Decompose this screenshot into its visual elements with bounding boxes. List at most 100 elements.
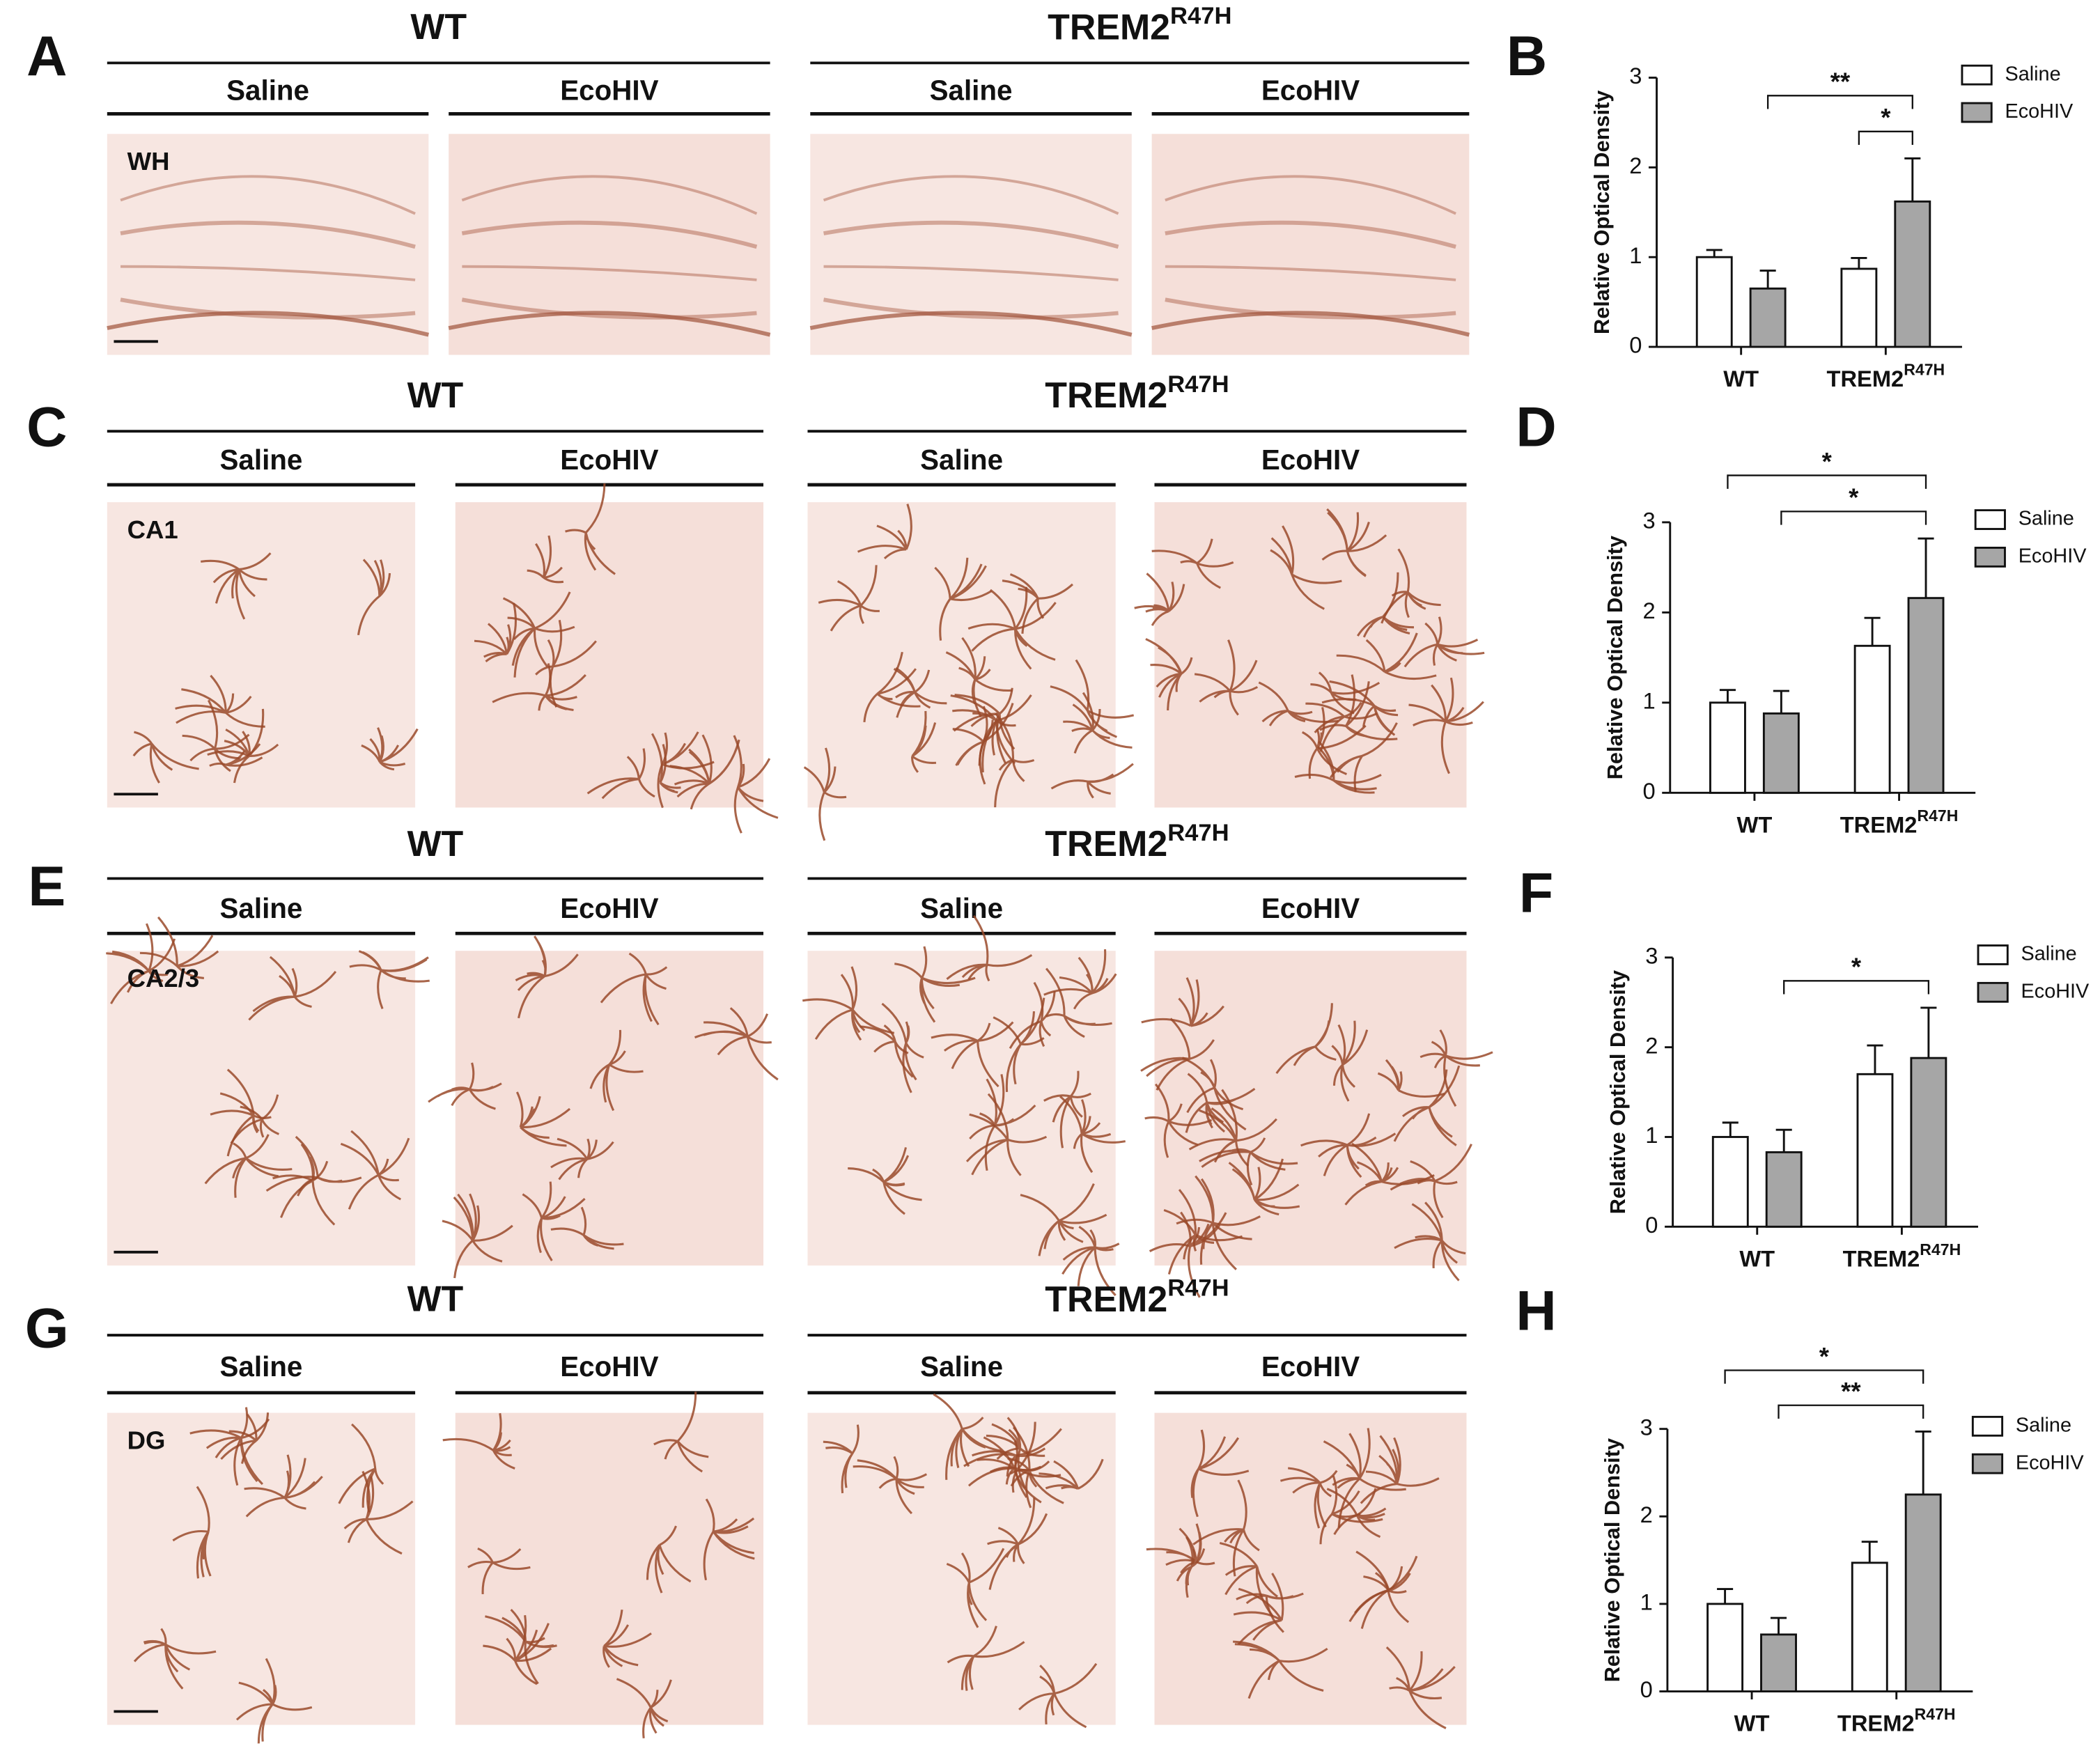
astrocyte	[1344, 1142, 1435, 1206]
bar	[1856, 1073, 1894, 1228]
astrocyte	[209, 743, 263, 767]
astrocyte	[1326, 1488, 1387, 1538]
bar	[1907, 597, 1945, 794]
group-header: WT	[407, 375, 464, 416]
y-tick-label: 2	[1645, 1032, 1658, 1058]
category-label: TREM2	[1826, 366, 1904, 391]
group-header-main: TREM2	[1045, 1279, 1167, 1320]
x-tick-label: TREM2R47H	[1826, 361, 1945, 391]
astrocyte	[1385, 1646, 1456, 1729]
category-label: TREM2	[1840, 811, 1918, 837]
category-label: WT	[1737, 811, 1773, 837]
group-header: TREM2R47H	[1045, 371, 1229, 416]
astrocyte	[338, 1423, 384, 1513]
tissue-layer	[823, 220, 1119, 249]
tissue-layer	[1165, 297, 1456, 320]
astrocyte	[1144, 1083, 1213, 1158]
astrocyte	[1233, 1640, 1328, 1699]
micrograph	[455, 951, 764, 1266]
y-tick-label: 1	[1629, 242, 1642, 268]
astrocyte	[349, 950, 430, 1009]
astrocyte	[1061, 1225, 1120, 1297]
significance-label: **	[1830, 68, 1851, 96]
bar	[1894, 200, 1931, 348]
condition-label: Saline	[920, 892, 1003, 924]
bar	[1711, 1136, 1749, 1228]
bar	[1760, 1633, 1797, 1692]
panel-letter: E	[28, 855, 65, 918]
tissue-edge	[448, 311, 771, 337]
bar	[1762, 712, 1800, 794]
astrocyte	[894, 946, 976, 1023]
astrocyte	[1181, 1057, 1247, 1131]
astrocyte	[803, 747, 847, 841]
tissue-layer	[462, 265, 757, 281]
condition-label: EcoHIV	[560, 74, 658, 106]
group-header-main: TREM2	[1048, 7, 1170, 47]
astrocyte	[1188, 1089, 1277, 1167]
group-header: TREM2R47H	[1048, 3, 1231, 47]
astrocyte	[1300, 1113, 1397, 1178]
astrocyte	[1145, 638, 1193, 711]
group-header: WT	[407, 1279, 464, 1320]
astrocyte	[600, 952, 668, 1026]
micrograph-stain	[133, 1407, 414, 1744]
micrograph-stain	[1134, 508, 1485, 794]
y-tick-label: 2	[1642, 598, 1655, 623]
significance-label: *	[1849, 483, 1859, 512]
tissue-layer	[1165, 265, 1456, 281]
astrocyte	[669, 734, 740, 810]
x-tick-label: TREM2R47H	[1837, 1705, 1956, 1736]
astrocyte	[1377, 1059, 1445, 1098]
astrocyte	[474, 602, 517, 662]
condition-label: Saline	[920, 444, 1003, 476]
astrocyte	[1020, 1183, 1107, 1256]
legend-swatch	[1977, 981, 2009, 1003]
significance-bracket	[1727, 474, 1927, 489]
micrograph	[107, 502, 416, 808]
significance-bracket	[1778, 1404, 1924, 1419]
category-sup: R47H	[1915, 1705, 1956, 1723]
astrocyte	[248, 956, 337, 1021]
legend-label: Saline	[2016, 1414, 2071, 1436]
significance-label: *	[1881, 103, 1891, 132]
micrograph-stain	[1151, 175, 1470, 337]
condition-label: EcoHIV	[1261, 892, 1360, 924]
astrocyte	[1199, 1137, 1298, 1186]
astrocyte	[235, 1658, 313, 1744]
y-tick-label: 1	[1645, 1122, 1658, 1148]
y-axis-label: Relative Optical Density	[1589, 91, 1614, 334]
astrocyte	[340, 1130, 410, 1210]
astrocyte	[133, 1628, 217, 1690]
astrocyte	[207, 708, 279, 784]
astrocyte	[934, 557, 993, 641]
astrocyte	[182, 699, 250, 772]
astrocyte	[550, 1206, 624, 1250]
astrocyte	[550, 1137, 614, 1181]
panel-letter: G	[25, 1298, 69, 1360]
tissue-layer	[461, 175, 758, 215]
micrograph-stain	[802, 914, 1126, 1297]
astrocyte	[502, 591, 575, 678]
legend-swatch	[1961, 102, 1993, 123]
astrocyte	[1018, 1662, 1098, 1729]
bar	[1904, 1493, 1942, 1692]
tissue-layer	[461, 220, 758, 249]
astrocyte	[967, 586, 1057, 670]
astrocyte	[1002, 573, 1073, 634]
bar	[1709, 701, 1746, 794]
astrocyte	[1236, 1592, 1304, 1633]
astrocyte	[1192, 1479, 1260, 1577]
category-label: WT	[1734, 1710, 1770, 1736]
astrocyte	[565, 483, 616, 575]
astrocyte	[857, 504, 912, 560]
legend-swatch	[1974, 509, 2006, 530]
group-header-main: TREM2	[1045, 824, 1167, 864]
astrocyte	[515, 935, 579, 1019]
astrocyte	[220, 1412, 270, 1464]
astrocyte	[535, 619, 597, 708]
micrograph-stain	[823, 1393, 1104, 1729]
astrocyte	[1329, 722, 1398, 793]
astrocyte	[586, 748, 655, 800]
